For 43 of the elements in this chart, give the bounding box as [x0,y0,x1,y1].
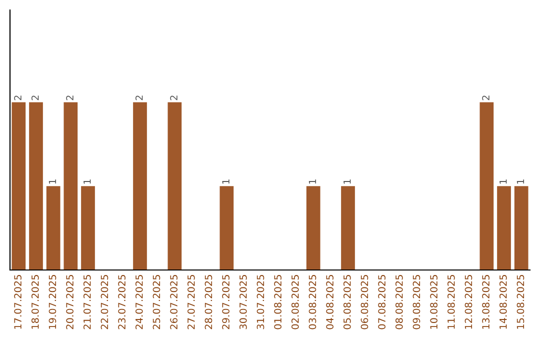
x-tick-label: 09.08.2025 [412,275,420,330]
x-tick-label: 25.07.2025 [152,275,160,330]
x-tick-label: 26.07.2025 [170,275,178,330]
x-tick-label: 07.08.2025 [378,275,386,330]
x-tick-label: 02.08.2025 [291,275,299,330]
x-tick-label: 13.08.2025 [482,275,490,329]
data-label: 1 [222,179,230,184]
x-tick-label: 19.07.2025 [48,275,56,329]
x-tick-label: 01.08.2025 [274,275,282,330]
data-label: 1 [344,179,351,184]
data-label: 2 [482,96,490,100]
x-tick-label: 20.07.2025 [66,275,74,330]
x-tick-label: 31.07.2025 [256,275,264,330]
x-tick-label: 23.07.2025 [118,275,126,330]
data-label: 1 [48,179,56,184]
x-tick-label: 30.07.2025 [239,275,247,330]
x-tick-label: 04.08.2025 [326,275,334,330]
x-tick-label: 24.07.2025 [135,275,143,330]
data-label: 2 [135,96,143,100]
data-label: 1 [308,179,316,184]
x-tick-label: 11.08.2025 [447,275,455,329]
x-tick-label: 06.08.2025 [360,275,368,330]
data-label: 1 [84,179,91,184]
x-tick-label: 27.07.2025 [187,275,195,330]
x-tick-label: 21.07.2025 [83,275,91,330]
x-tick-label: 12.08.2025 [464,275,472,329]
x-tick-label: 15.08.2025 [516,275,524,329]
data-label: 2 [31,96,39,100]
data-label: 2 [66,96,74,100]
x-tick-label: 03.08.2025 [308,275,316,330]
x-tick-label: 14.08.2025 [499,275,507,329]
x-tick-label: 17.07.2025 [14,275,22,329]
x-tick-label: 22.07.2025 [100,275,108,330]
x-tick-label: 10.08.2025 [430,275,438,329]
x-tick-label: 18.07.2025 [31,275,39,329]
data-label: 1 [516,179,524,184]
data-label: 2 [170,96,178,100]
x-tick-label: 29.07.2025 [222,275,230,330]
x-tick-label: 08.08.2025 [395,275,403,330]
data-label: 2 [14,96,22,100]
data-label: 1 [500,179,507,184]
x-tick-label: 28.07.2025 [204,275,212,330]
x-tick-label: 05.08.2025 [343,275,351,330]
